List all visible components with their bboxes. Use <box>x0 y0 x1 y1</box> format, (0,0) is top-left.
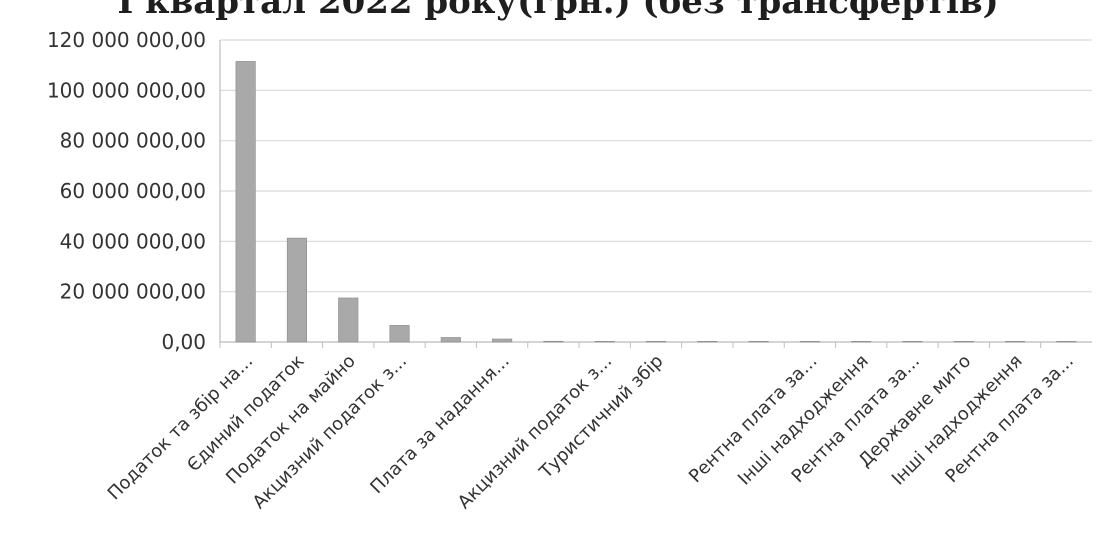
y-tick-label: 120 000 000,00 <box>47 28 206 52</box>
bar <box>594 341 615 343</box>
bar <box>338 297 359 343</box>
bar <box>645 341 667 343</box>
bar <box>286 237 307 343</box>
bar <box>440 337 461 343</box>
bar <box>389 325 410 343</box>
y-tick-label: 0,00 <box>161 330 206 354</box>
bar <box>543 340 564 343</box>
bar <box>851 341 872 343</box>
bar <box>902 341 923 343</box>
bar <box>235 61 256 343</box>
bar <box>748 341 769 343</box>
chart-title: І квартал 2022 року(грн.) (без трансферт… <box>117 0 999 22</box>
y-tick-label: 60 000 000,00 <box>60 179 206 203</box>
y-tick-label: 20 000 000,00 <box>60 280 206 304</box>
y-tick-label: 40 000 000,00 <box>60 229 206 253</box>
bar <box>799 341 820 343</box>
y-tick-label: 80 000 000,00 <box>60 129 206 153</box>
bar <box>953 341 974 343</box>
y-tick-label: 100 000 000,00 <box>47 78 206 102</box>
bar <box>697 341 718 343</box>
bar <box>1005 341 1026 343</box>
bar <box>1056 341 1077 343</box>
bar <box>492 338 513 343</box>
